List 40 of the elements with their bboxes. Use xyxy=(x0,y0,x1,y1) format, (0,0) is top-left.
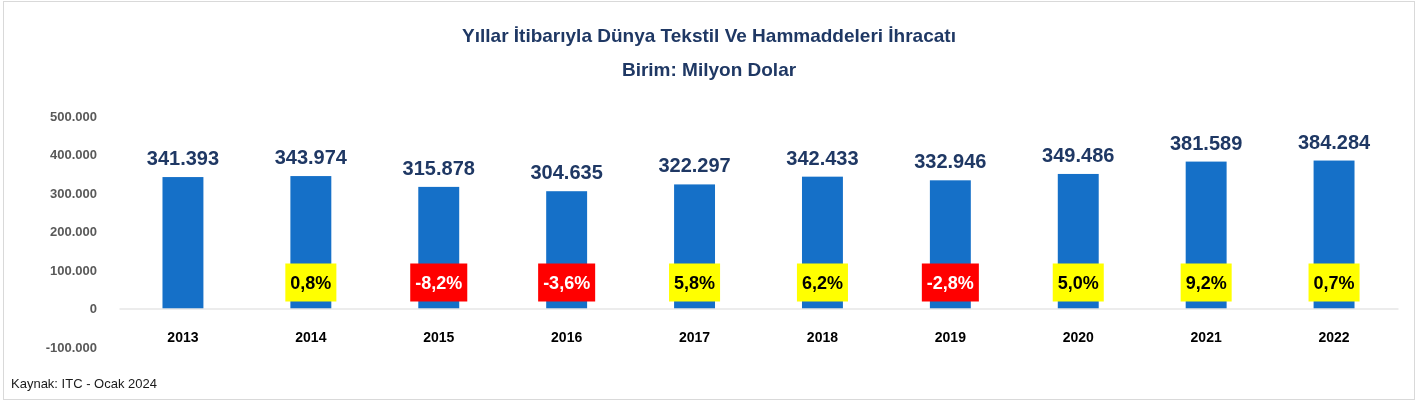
x-tick-label: 2016 xyxy=(551,329,583,346)
annotation: -3,6% xyxy=(543,272,591,293)
annotation: 6,2% xyxy=(801,272,843,293)
y-tick-label: 500.000 xyxy=(50,108,97,124)
data-label: 384.284 xyxy=(1297,130,1372,153)
x-tick-label: 2017 xyxy=(678,329,711,346)
data-label: 341.393 xyxy=(146,147,220,170)
chart-title: Yıllar İtibarıyla Dünya Tekstil Ve Hammaddeleri İhracatı xyxy=(462,25,956,46)
annotation: 5,8% xyxy=(674,272,716,293)
chart-subtitle: Birim: Milyon Dolar xyxy=(621,59,797,80)
data-label: 342.433 xyxy=(786,146,859,169)
x-tick-label: 2015 xyxy=(423,329,455,346)
annotation: -8,2% xyxy=(415,272,463,293)
data-label: 381.589 xyxy=(1170,131,1243,154)
data-label: 349.486 xyxy=(1042,143,1115,166)
data-label: 332.946 xyxy=(914,150,987,173)
annotation: 5,0% xyxy=(1057,272,1099,293)
y-tick-label: 100.000 xyxy=(50,262,97,278)
x-tick-label: 2021 xyxy=(1190,329,1222,346)
data-label: 322.297 xyxy=(658,154,731,177)
x-tick-label: 2020 xyxy=(1062,329,1095,346)
x-tick-label: 2014 xyxy=(295,329,327,346)
y-tick-label: -100.000 xyxy=(45,339,97,355)
data-label: 315.878 xyxy=(402,156,475,179)
data-label: 343.974 xyxy=(274,146,348,169)
annotation: -2,8% xyxy=(926,272,974,293)
annotation: 0,8% xyxy=(290,272,332,293)
x-tick-label: 2013 xyxy=(167,329,199,346)
text: Kaynak: ITC - Ocak 2024 xyxy=(11,376,157,391)
x-tick-label: 2018 xyxy=(806,329,839,346)
y-tick-label: 0 xyxy=(89,301,97,317)
annotation: 9,2% xyxy=(1185,272,1227,293)
y-tick-label: 400.000 xyxy=(50,147,97,163)
x-tick-label: 2022 xyxy=(1318,329,1350,346)
y-tick-label: 200.000 xyxy=(50,224,97,240)
x-tick-label: 2019 xyxy=(934,329,967,346)
bar xyxy=(162,177,204,309)
annotation: 0,7% xyxy=(1313,272,1355,293)
y-tick-label: 300.000 xyxy=(50,185,97,201)
data-label: 304.635 xyxy=(530,161,603,184)
